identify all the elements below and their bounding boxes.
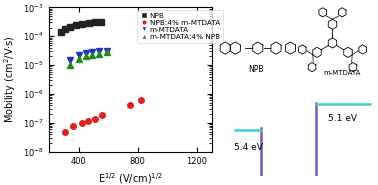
- Legend: NPB, NPB:4% m-MTDATA, m-MTDATA, m-MTDATA:4% NPB: NPB, NPB:4% m-MTDATA, m-MTDATA, m-MTDATA…: [137, 10, 223, 43]
- Y-axis label: Mobility (cm$^2$/V·s): Mobility (cm$^2$/V·s): [2, 36, 18, 123]
- Text: 5.1 eV: 5.1 eV: [328, 115, 357, 123]
- Text: m-MTDATA: m-MTDATA: [324, 70, 361, 76]
- Text: NPB: NPB: [248, 65, 264, 74]
- Text: 5.4 eV: 5.4 eV: [234, 143, 262, 152]
- X-axis label: E$^{1/2}$ (V/cm)$^{1/2}$: E$^{1/2}$ (V/cm)$^{1/2}$: [98, 171, 163, 185]
